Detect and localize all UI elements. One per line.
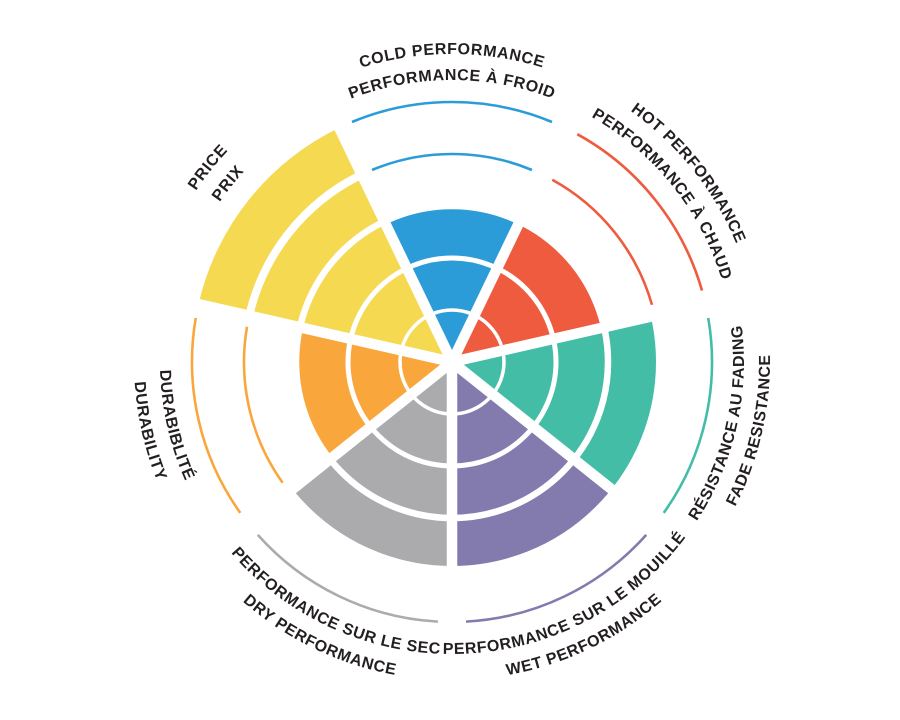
spoke-separator	[447, 122, 571, 365]
wedge-wet	[452, 362, 615, 570]
spoke-separator	[450, 298, 710, 368]
level-arc-durability	[190, 317, 242, 514]
level-arc-dry	[256, 533, 439, 623]
wedge-durability	[295, 327, 452, 460]
segment-label-hot-line1: HOT PERFORMANCE	[628, 100, 749, 245]
wedge-dry	[289, 362, 452, 570]
level-arc-durability	[242, 326, 284, 484]
level-arc-cold	[371, 152, 533, 172]
level-arc-hot	[576, 133, 704, 291]
spoke-separator	[448, 357, 661, 531]
segment-label-cold-line1: COLD PERFORMANCE	[357, 41, 546, 72]
level-arc-wet	[465, 533, 648, 623]
spoke-separator	[333, 122, 457, 365]
level-arc-cold	[351, 100, 553, 124]
segment-label-cold-line2: PERFORMANCE À FROID	[346, 67, 557, 103]
level-arc-hot	[551, 178, 654, 306]
wedge-price	[198, 127, 452, 362]
wedge-cold	[384, 205, 520, 362]
spoke-separator	[194, 298, 454, 368]
level-arc-fade	[662, 317, 714, 514]
spoke-separator	[243, 357, 456, 531]
